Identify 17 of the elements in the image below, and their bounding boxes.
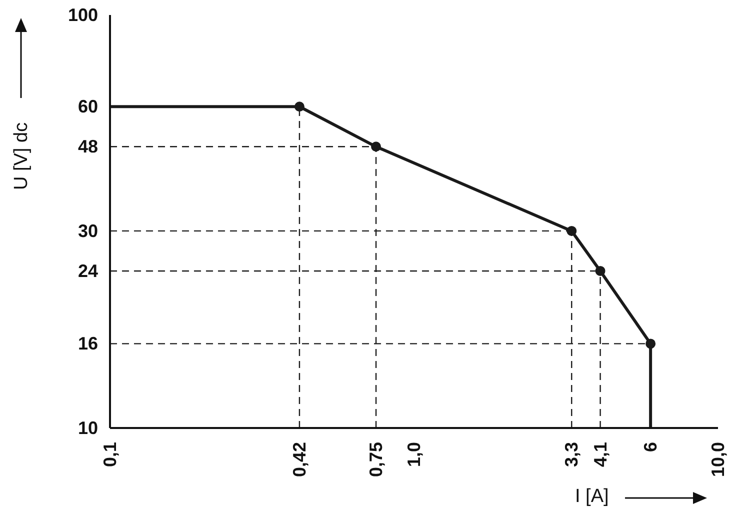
x-tick-label: 10,0 — [708, 442, 728, 478]
y-tick-label: 60 — [78, 96, 98, 117]
x-tick-label: 0,75 — [366, 442, 386, 478]
y-tick-label: 10 — [78, 418, 98, 438]
x-tick-label: 0,42 — [289, 442, 310, 478]
x-tick-label: 3,3 — [562, 442, 582, 468]
y-tick-label: 16 — [78, 334, 98, 354]
x-tick-label: 6 — [640, 442, 661, 452]
y-tick-label: 30 — [78, 220, 98, 241]
x-tick-label: 1,0 — [404, 442, 424, 468]
y-tick-label: 100 — [68, 5, 98, 25]
y-tick-label: 24 — [78, 260, 98, 281]
x-tick-label: 0,1 — [100, 442, 120, 468]
x-tick-label: 4,1 — [590, 442, 610, 468]
x-axis-title: I [A] — [575, 486, 609, 508]
y-axis-title: U [V] dc — [10, 122, 33, 190]
y-tick-label: 48 — [78, 136, 98, 157]
